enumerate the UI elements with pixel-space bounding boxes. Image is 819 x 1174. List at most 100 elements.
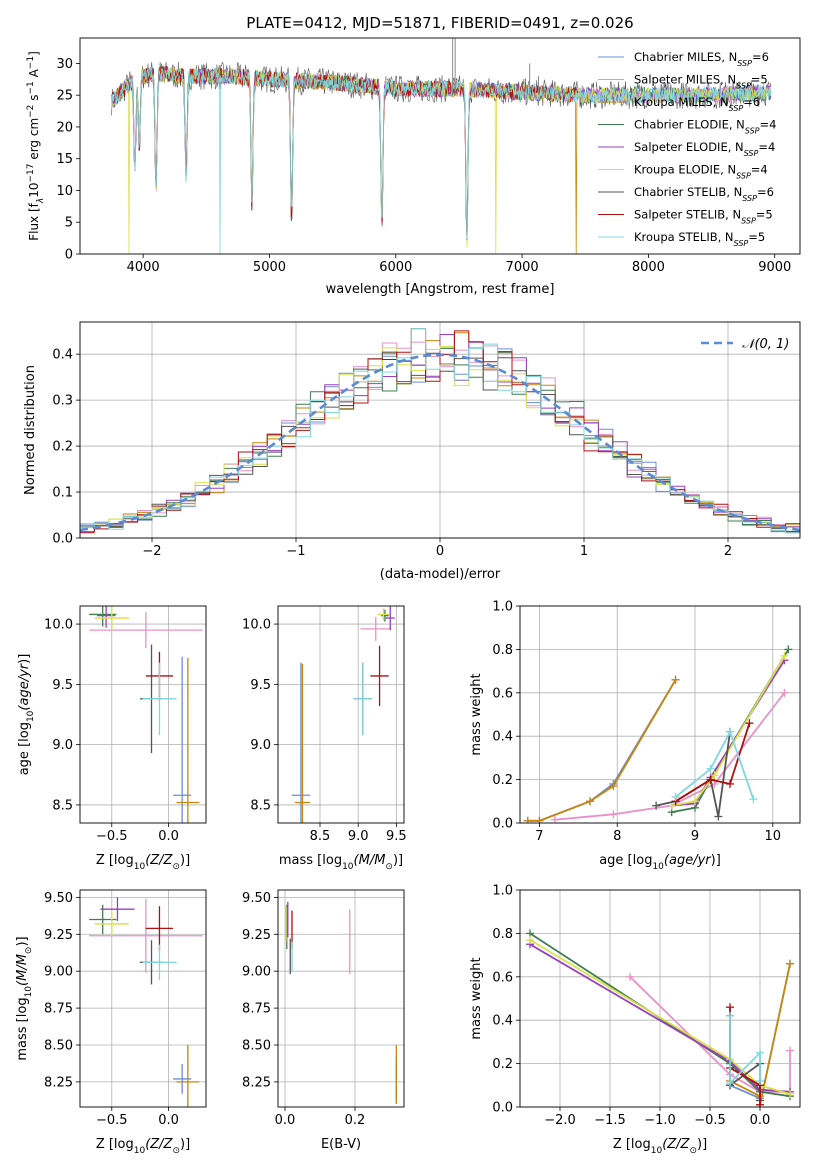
y-tick-label: 9.00 — [242, 965, 271, 980]
y-tick-label: 10.0 — [44, 618, 73, 633]
axes-frame — [79, 321, 801, 539]
y-axis-label: age [log10(age/yr)] — [17, 654, 36, 776]
y-tick-label: 0.4 — [492, 1014, 513, 1029]
y-tick-label: 10 — [56, 184, 73, 199]
y-tick-label: 0 — [65, 248, 73, 263]
panel-age_vs_Z: −0.5 0.0 8.5 9.0 9.5 10.0 Z [log10(Z/Z⊙)] age [… — [17, 605, 207, 872]
y-tick-label: 10.0 — [242, 618, 271, 633]
x-tick-label: −0.5 — [96, 1113, 128, 1128]
y-tick-label: 9.50 — [44, 891, 73, 906]
x-tick-label: 8000 — [632, 260, 665, 275]
x-tick-label: −0.5 — [694, 1113, 726, 1128]
y-tick-label: 1.0 — [492, 884, 513, 899]
x-axis-label: Z [log10(Z/Z⊙)] — [613, 1137, 707, 1156]
mass-weight-series-8 — [675, 729, 755, 800]
y-tick-label: 9.25 — [44, 928, 73, 943]
y-axis-label: Flux [fλ10−17 erg cm−2 s−1 A−1] — [26, 51, 46, 241]
x-tick-label: −1.0 — [644, 1113, 676, 1128]
x-tick-label: −0.5 — [96, 829, 128, 844]
y-tick-label: 15 — [56, 152, 73, 167]
y-tick-label: 9.0 — [250, 738, 271, 753]
plot-area — [285, 901, 397, 1105]
y-tick-label: 20 — [56, 120, 73, 135]
x-tick-label: −1 — [286, 544, 305, 559]
y-tick-label: 0.6 — [492, 686, 513, 701]
x-axis-label: wavelength [Angstrom, rest frame] — [326, 282, 555, 297]
legend-entry: Salpeter MILES, NSSP=5 — [634, 73, 768, 91]
x-tick-label: 0.0 — [750, 1113, 771, 1128]
panel-mass_vs_ebv: 0.0 0.2 8.25 8.50 8.75 9.00 9.25 9.50 E(B-V) — [242, 889, 405, 1152]
y-tick-label: 0.0 — [492, 817, 513, 832]
residual-hist-8 — [80, 328, 800, 534]
plot-area — [291, 606, 395, 823]
figure-title: PLATE=0412, MJD=51871, FIBERID=0491, z=0… — [246, 14, 633, 32]
x-tick-label: 10 — [765, 829, 782, 844]
legend-entry: Chabrier ELODIE, NSSP=4 — [634, 118, 776, 136]
legend-entry: Chabrier STELIB, NSSP=6 — [634, 185, 774, 203]
y-axis-label: mass [log10(M/M⊙)] — [15, 936, 34, 1060]
x-axis-label: mass [log10(M/M⊙)] — [279, 853, 403, 872]
x-tick-label: 0.2 — [345, 1113, 366, 1128]
x-tick-label: 1 — [580, 544, 588, 559]
y-tick-label: 8.5 — [250, 798, 271, 813]
legend-entry: Chabrier MILES, NSSP=6 — [634, 50, 769, 68]
x-tick-label: 0.0 — [275, 1113, 296, 1128]
x-tick-label: 6000 — [379, 260, 412, 275]
y-tick-label: 8.25 — [44, 1075, 73, 1090]
plot-area — [523, 645, 793, 823]
normal-reference-curve — [80, 353, 800, 532]
plot-area — [111, 38, 772, 254]
legend-entry: Salpeter ELODIE, NSSP=4 — [634, 140, 775, 158]
x-tick-label: 9.5 — [386, 829, 407, 844]
axes-frame — [79, 605, 207, 824]
y-axis-label: mass weight — [469, 957, 484, 1039]
y-axis-label: Normed distribution — [23, 365, 38, 495]
legend-entry: Salpeter STELIB, NSSP=5 — [634, 208, 773, 226]
y-tick-label: 30 — [56, 57, 73, 72]
mass-weight-series-5 — [671, 655, 786, 807]
x-tick-label: 9.0 — [348, 829, 369, 844]
y-tick-label: 0.2 — [492, 1057, 513, 1072]
plot-area — [80, 328, 800, 535]
y-tick-label: 0.0 — [52, 532, 73, 547]
y-tick-label: 8.75 — [44, 1002, 73, 1017]
y-tick-label: 25 — [56, 89, 73, 104]
y-tick-label: 8.75 — [242, 1002, 271, 1017]
panel-spectrum: 4000 5000 6000 7000 8000 9000 0 5 10 15 20 25 30 wave… — [26, 37, 801, 297]
axes-frame — [519, 605, 801, 824]
x-tick-label: 2 — [724, 544, 732, 559]
y-tick-label: 8.25 — [242, 1075, 271, 1090]
x-axis-label: (data-model)/error — [380, 567, 501, 582]
x-tick-label: 0.0 — [158, 829, 179, 844]
y-tick-label: 9.5 — [52, 678, 73, 693]
axes-frame — [277, 889, 405, 1108]
y-tick-label: 0.2 — [52, 440, 73, 455]
y-tick-label: 0.2 — [492, 773, 513, 788]
x-tick-label: 4000 — [127, 260, 160, 275]
x-axis-label: E(B-V) — [321, 1137, 361, 1152]
y-tick-label: 1.0 — [492, 600, 513, 615]
y-tick-label: 9.5 — [250, 678, 271, 693]
panel-age_vs_mass: 8.5 9.0 9.5 8.5 9.0 9.5 10.0 mass [log10(M/M⊙)] — [242, 605, 407, 872]
x-axis-label: Z [log10(Z/Z⊙)] — [96, 1137, 190, 1156]
mass-weight-series-8 — [729, 1015, 761, 1086]
y-tick-label: 9.25 — [242, 928, 271, 943]
x-tick-label: 0 — [436, 544, 444, 559]
axes-frame — [277, 605, 405, 824]
y-tick-label: 0.0 — [492, 1101, 513, 1116]
y-tick-label: 8.5 — [52, 798, 73, 813]
spectrum-series-6 — [111, 61, 772, 242]
y-tick-label: 5 — [65, 216, 73, 231]
x-tick-label: 8.5 — [310, 829, 331, 844]
legend-entry: Kroupa ELODIE, NSSP=4 — [634, 163, 768, 181]
y-tick-label: 0.8 — [492, 927, 513, 942]
panel-mass_vs_Z: −0.5 0.0 8.25 8.50 8.75 9.00 9.25 9.50 Z [log10(… — [15, 889, 207, 1156]
mass-weight-series-5 — [529, 939, 791, 1095]
x-axis-label: Z [log10(Z/Z⊙)] — [96, 853, 190, 872]
y-tick-label: 0.4 — [52, 348, 73, 363]
mass-weight-series-7 — [675, 722, 751, 803]
x-tick-label: −1.5 — [594, 1113, 626, 1128]
y-tick-label: 8.50 — [44, 1039, 73, 1054]
x-tick-label: 0.0 — [158, 1113, 179, 1128]
